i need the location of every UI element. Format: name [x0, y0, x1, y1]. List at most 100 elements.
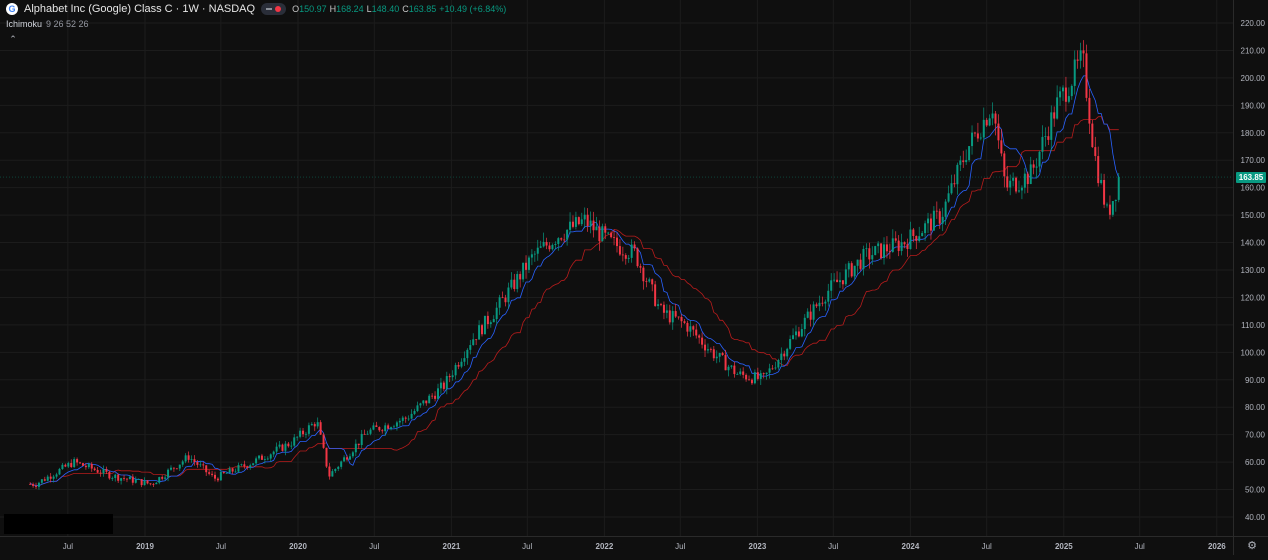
candle — [495, 302, 498, 325]
candle — [275, 442, 278, 454]
candle — [392, 424, 395, 428]
candle — [199, 460, 202, 468]
candle — [847, 261, 850, 278]
candle — [55, 472, 58, 479]
candle — [545, 237, 548, 250]
candle — [260, 453, 263, 460]
candle — [146, 480, 149, 485]
candle — [486, 311, 489, 329]
candle — [208, 469, 211, 476]
candle — [134, 476, 137, 484]
candle — [40, 479, 43, 485]
candle — [1091, 119, 1094, 148]
google-logo-icon[interactable]: G — [6, 3, 18, 15]
redacted-box — [4, 514, 113, 534]
candle — [850, 261, 853, 278]
candle — [287, 442, 290, 448]
candle — [472, 333, 475, 346]
time-tick-label: Jul — [522, 542, 532, 551]
price-tick-label: 210.00 — [1241, 46, 1266, 55]
candle — [384, 422, 387, 436]
candle — [953, 174, 956, 188]
gear-icon[interactable]: ⚙ — [1247, 539, 1257, 552]
candle — [1029, 156, 1032, 185]
candle — [527, 255, 530, 274]
candle — [375, 421, 378, 428]
candle — [73, 457, 76, 468]
candle — [950, 174, 953, 195]
candle — [184, 453, 187, 464]
chevron-up-icon[interactable]: ⌃ — [9, 33, 17, 44]
candle — [750, 378, 753, 385]
candle — [128, 475, 131, 480]
candle — [856, 259, 859, 274]
price-tick-label: 60.00 — [1245, 458, 1266, 467]
candle — [548, 242, 551, 252]
candle — [354, 439, 357, 457]
candle — [900, 233, 903, 256]
indicator-name[interactable]: Ichimoku — [6, 19, 43, 29]
candle — [841, 280, 844, 290]
candle — [481, 323, 484, 337]
candle — [478, 320, 481, 340]
candle — [431, 393, 434, 399]
candle — [64, 463, 67, 468]
candle — [765, 372, 768, 380]
price-axis[interactable]: 220.00 210.00 200.00 190.00 180.00 170.00 160.… — [1233, 0, 1268, 536]
candle — [927, 212, 930, 233]
minus-icon[interactable] — [266, 8, 273, 10]
candle — [214, 471, 217, 482]
candle — [410, 409, 413, 420]
time-tick-label: Jul — [1135, 542, 1145, 551]
candle — [460, 358, 463, 369]
candle — [120, 477, 123, 485]
candlestick-chart[interactable] — [0, 0, 1233, 536]
time-axis[interactable]: Jul 2019 Jul 2020 Jul 2021 Jul 2022 Jul 2023 Jul 20… — [0, 536, 1233, 555]
candle — [566, 229, 569, 246]
high-label: H — [329, 4, 337, 14]
candle — [627, 254, 630, 263]
price-tick-label: 150.00 — [1241, 211, 1266, 220]
candle — [369, 427, 372, 436]
candle — [381, 428, 384, 434]
candle — [222, 471, 225, 474]
candle — [941, 207, 944, 232]
candle — [853, 265, 856, 280]
symbol-title[interactable]: Alphabet Inc (Google) Class C · 1W · NAS… — [24, 3, 256, 15]
candle — [771, 365, 774, 370]
candle — [299, 427, 302, 439]
indicator-legend[interactable]: Ichimoku 9 26 52 26 — [6, 19, 89, 29]
candle — [35, 482, 38, 489]
candle — [483, 315, 486, 335]
candle — [865, 243, 868, 257]
candle — [692, 325, 695, 336]
candle — [105, 466, 108, 474]
alert-dot-icon[interactable] — [275, 6, 282, 12]
candle — [1015, 176, 1018, 194]
candle — [278, 441, 281, 449]
legend-controls[interactable] — [261, 3, 287, 15]
candle — [794, 325, 797, 340]
candle — [304, 431, 307, 439]
symbol-legend: G Alphabet Inc (Google) Class C · 1W · N… — [6, 3, 506, 15]
candle — [938, 208, 941, 229]
candle — [592, 211, 595, 238]
candle — [149, 483, 152, 486]
candle — [1088, 88, 1091, 135]
candle — [830, 273, 833, 299]
candle — [838, 272, 841, 288]
time-tick-label: Jul — [675, 542, 685, 551]
candle — [662, 301, 665, 320]
candle — [246, 465, 249, 470]
candle — [997, 114, 1000, 149]
candle — [921, 231, 924, 237]
candle — [87, 462, 90, 469]
price-tick-label: 180.00 — [1241, 129, 1266, 138]
chart-pane[interactable] — [0, 0, 1233, 536]
candle — [211, 470, 214, 477]
time-axis-labels: Jul 2019 Jul 2020 Jul 2021 Jul 2022 Jul 2023 Jul 20… — [63, 542, 1227, 551]
candle — [583, 207, 586, 229]
candle — [419, 402, 422, 408]
candle — [372, 422, 375, 431]
candle — [29, 482, 32, 485]
